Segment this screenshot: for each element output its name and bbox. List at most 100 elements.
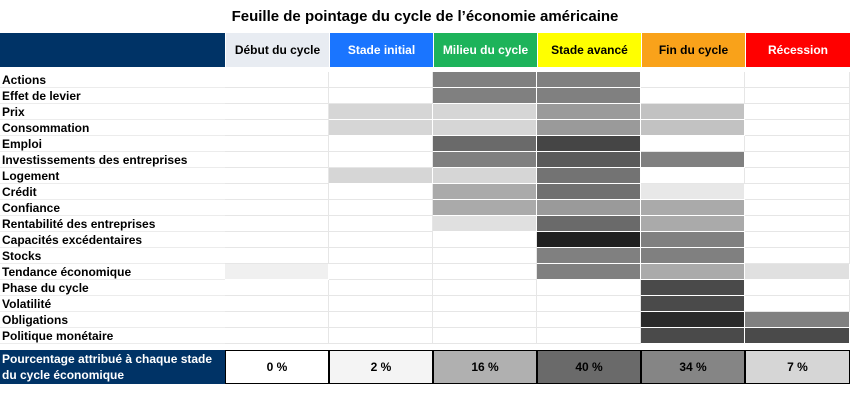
score-cell [225, 232, 329, 248]
score-cell [225, 248, 329, 264]
score-cell [225, 280, 329, 296]
score-cell [641, 152, 745, 168]
score-cell [225, 104, 329, 120]
indicator-label: Effet de levier [2, 89, 81, 103]
score-cell [537, 104, 641, 120]
row-divider [0, 183, 225, 184]
indicator-label: Capacités excédentaires [2, 233, 143, 247]
score-cell [433, 136, 537, 152]
score-cell [433, 104, 537, 120]
score-cell [329, 168, 433, 184]
score-cell [329, 72, 433, 88]
score-cell [225, 120, 329, 136]
score-cell [537, 136, 641, 152]
score-cell [329, 296, 433, 312]
score-cell [225, 72, 329, 88]
row-divider [0, 279, 225, 280]
table-row: Tendance économique [0, 264, 850, 280]
score-cell [745, 168, 850, 184]
stage-percentage-cell: 0 % [225, 350, 329, 384]
indicator-label: Stocks [2, 249, 42, 263]
stage-header-5: Fin du cycle [641, 33, 745, 67]
score-cell [329, 280, 433, 296]
score-cell [537, 184, 641, 200]
score-cell [745, 72, 850, 88]
footer-label: Pourcentage attribué à chaque stade du c… [0, 350, 225, 384]
stage-header-3: Milieu du cycle [433, 33, 537, 67]
score-cell [537, 264, 641, 280]
score-cell [745, 184, 850, 200]
score-cell [641, 232, 745, 248]
score-cell [641, 280, 745, 296]
score-cell [745, 232, 850, 248]
score-cell [745, 312, 850, 328]
indicator-label: Investissements des entreprises [2, 153, 188, 167]
table-row: Crédit [0, 184, 850, 200]
score-cell [433, 216, 537, 232]
table-row: Actions [0, 72, 850, 88]
indicator-label: Emploi [2, 137, 43, 151]
score-cell [641, 168, 745, 184]
row-divider [0, 263, 225, 264]
indicator-label: Volatilité [2, 297, 52, 311]
score-cell [225, 136, 329, 152]
stage-percentage-cell: 7 % [745, 350, 850, 384]
table-row: Emploi [0, 136, 850, 152]
score-cell [641, 248, 745, 264]
score-cell [745, 264, 850, 280]
table-row: Stocks [0, 248, 850, 264]
indicator-label: Logement [2, 169, 60, 183]
table-row: Effet de levier [0, 88, 850, 104]
row-divider [0, 135, 225, 136]
table-row: Phase du cycle [0, 280, 850, 296]
indicator-label: Prix [2, 105, 25, 119]
score-cell [225, 296, 329, 312]
score-cell [329, 104, 433, 120]
score-cell [745, 120, 850, 136]
score-cell [433, 296, 537, 312]
score-cell [329, 200, 433, 216]
score-cell [641, 216, 745, 232]
score-cell [641, 88, 745, 104]
stage-percentage-cell: 2 % [329, 350, 433, 384]
score-cell [745, 200, 850, 216]
score-cell [641, 328, 745, 344]
score-cell [641, 184, 745, 200]
indicator-label: Confiance [2, 201, 61, 215]
score-cell [329, 136, 433, 152]
row-divider [0, 87, 225, 88]
table-row: Prix [0, 104, 850, 120]
score-cell [329, 248, 433, 264]
score-cell [329, 232, 433, 248]
row-divider [0, 215, 225, 216]
score-cell [745, 104, 850, 120]
stage-header-row: Début du cycle Stade initial Milieu du cyc… [0, 33, 850, 67]
indicator-label: Consommation [2, 121, 90, 135]
page-title: Feuille de pointage du cycle de l’économ… [231, 8, 619, 25]
stage-percentage-cell: 40 % [537, 350, 641, 384]
row-divider [0, 103, 225, 104]
indicator-label: Tendance économique [2, 265, 132, 279]
stage-header-2: Stade initial [329, 33, 433, 67]
score-cell [225, 152, 329, 168]
score-cell [641, 264, 745, 280]
score-cell [329, 328, 433, 344]
score-cell [225, 88, 329, 104]
score-cell [329, 184, 433, 200]
score-cell [537, 248, 641, 264]
indicator-label: Politique monétaire [2, 329, 114, 343]
score-cell [641, 72, 745, 88]
score-cell [225, 312, 329, 328]
score-cell [537, 120, 641, 136]
score-cell [433, 232, 537, 248]
score-cell [537, 312, 641, 328]
score-cell [537, 72, 641, 88]
indicator-label: Obligations [2, 313, 68, 327]
table-row: Logement [0, 168, 850, 184]
stage-percentage-cell: 16 % [433, 350, 537, 384]
score-cell [537, 152, 641, 168]
score-cell [225, 328, 329, 344]
score-cell [745, 248, 850, 264]
score-cell [745, 280, 850, 296]
stage-header-4: Stade avancé [537, 33, 641, 67]
